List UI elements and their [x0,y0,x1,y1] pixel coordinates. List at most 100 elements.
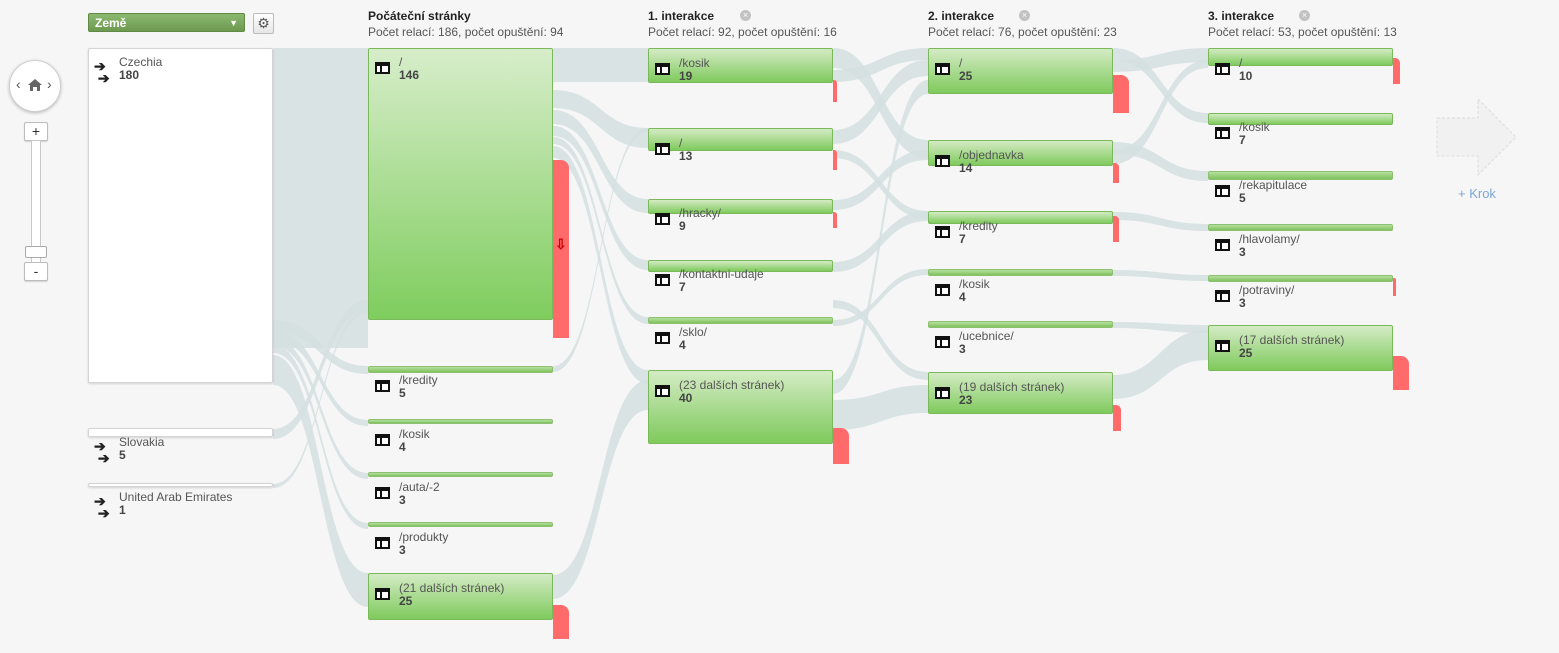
zoom-out-button[interactable]: - [24,262,48,281]
node-label: /produkty 3 [399,531,448,557]
page-count: 4 [679,338,686,352]
interaction-2-node[interactable] [928,269,1113,276]
flow-link [833,150,928,210]
dimension-dropdown[interactable]: Země ▼ [88,13,245,32]
node-label: /13 [679,137,692,163]
start-page-node[interactable] [368,522,553,527]
start-page-node[interactable] [368,48,553,320]
flow-link [1113,142,1208,181]
pan-right-icon[interactable]: › [47,76,52,92]
page-path: /kosik [1239,120,1270,134]
interaction-1-node[interactable] [648,48,833,83]
country-count: 180 [119,68,140,82]
page-path: /hlavolamy/ [1239,232,1300,246]
flow-link [553,90,648,148]
interaction-1-node[interactable] [648,260,833,272]
dropoff-bar[interactable] [1393,58,1400,84]
pan-left-icon[interactable]: ‹ [16,76,21,92]
close-column-icon[interactable]: × [740,10,751,21]
dropoff-bar[interactable] [833,150,837,170]
page-count: 40 [679,391,693,405]
start-page-node[interactable] [368,472,553,477]
page-count: 5 [399,386,406,400]
page-path: /hracky/ [679,206,722,220]
flow-link [833,269,928,326]
page-icon [375,537,390,549]
interaction-3-node[interactable] [1208,48,1393,66]
interaction-3-node[interactable] [1208,113,1393,125]
zoom-slider-handle[interactable] [25,246,47,258]
dropoff-bar[interactable] [833,212,837,228]
start-page-node[interactable] [368,573,553,620]
column-title: Počáteční stránky [368,9,471,23]
page-count: 25 [1239,346,1253,360]
add-step-link[interactable]: + Krok [1458,186,1496,201]
page-icon [1215,239,1230,251]
page-path: /sklo/ [679,325,708,339]
add-step-arrow-icon[interactable] [1436,98,1518,178]
interaction-3-node[interactable] [1208,275,1393,282]
close-column-icon[interactable]: × [1019,10,1030,21]
interaction-1-node[interactable] [648,370,833,444]
interaction-2-node[interactable] [928,48,1113,94]
interaction-2-node[interactable] [928,140,1113,166]
flow-link [833,48,928,158]
page-icon [655,143,670,155]
interaction-2-node[interactable] [928,372,1113,414]
country-node-czechia[interactable] [88,48,273,383]
settings-button[interactable]: ⚙ [253,13,274,34]
dropoff-bar[interactable] [1113,405,1121,431]
dropoff-bar[interactable] [1113,216,1119,242]
interaction-1-node[interactable] [648,317,833,324]
interaction-1-node[interactable] [648,199,833,214]
page-path: (17 dalších stránek) [1239,333,1345,347]
country-node-uae[interactable] [88,483,273,487]
node-label: /kontaktni-udaje 7 [679,268,764,294]
dropoff-bar[interactable] [833,80,837,102]
entrance-arrow-icon: ➔ ➔ [94,58,110,86]
pan-control[interactable]: ‹ › [9,60,61,112]
interaction-2-node[interactable] [928,211,1113,224]
dropoff-bar[interactable] [833,428,849,464]
page-path: /objednavka [959,148,1024,162]
interaction-3-node[interactable] [1208,325,1393,371]
dropoff-bar[interactable] [1113,75,1129,113]
page-count: 4 [959,290,966,304]
dropoff-bar[interactable] [1113,163,1119,183]
node-label: /kosik 7 [1239,121,1270,147]
start-page-node[interactable] [368,366,553,373]
close-column-icon[interactable]: × [1299,10,1310,21]
node-label: /sklo/4 [679,326,707,352]
start-page-node[interactable] [368,419,553,424]
page-count: 4 [399,440,406,454]
flow-link [273,355,368,607]
node-label: /kosik 4 [399,428,430,454]
dropoff-bar[interactable] [1393,356,1409,390]
node-label: /kosik 19 [679,57,710,83]
page-path: /kosik [959,277,990,291]
flow-link [553,380,648,599]
column-stats: Počet relací: 53, počet opuštění: 13 [1208,25,1397,39]
interaction-2-node[interactable] [928,321,1113,328]
interaction-3-node[interactable] [1208,224,1393,231]
node-label: /rekapitulace 5 [1239,179,1307,205]
node-label: /hracky/9 [679,207,721,233]
column-stats: Počet relací: 92, počet opuštění: 16 [648,25,837,39]
country-node-slovakia[interactable] [88,428,273,437]
page-icon [375,588,390,600]
interaction-3-node[interactable] [1208,171,1393,180]
dropoff-bar[interactable] [553,160,569,338]
flow-link [273,330,368,426]
interaction-1-node[interactable] [648,128,833,151]
flow-link [1113,270,1208,281]
flow-link [1113,48,1208,72]
entrance-arrow-icon: ➔ ➔ [94,493,110,521]
dropoff-bar[interactable] [553,605,569,639]
country-name: Slovakia [119,435,165,449]
dropoff-bar[interactable] [1393,278,1396,296]
zoom-in-button[interactable]: + [24,122,48,141]
page-count: 10 [1239,69,1253,83]
home-icon[interactable] [27,77,43,93]
node-label: /hlavolamy/3 [1239,233,1300,259]
page-icon [375,434,390,446]
